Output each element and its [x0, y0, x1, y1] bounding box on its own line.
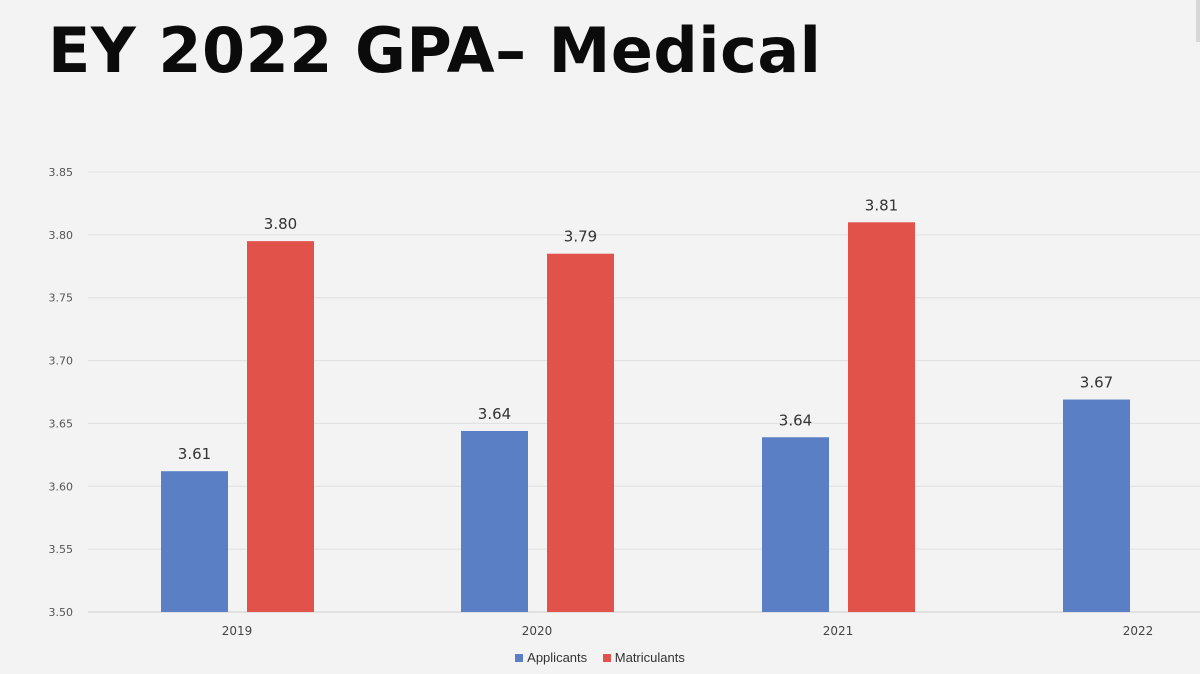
- bar-matriculants-2019: [247, 241, 314, 612]
- data-label: 3.64: [478, 405, 511, 423]
- legend-label-applicants: Applicants: [527, 650, 588, 665]
- data-labels: 3.61 3.64 3.64 3.67 3.80 3.79 3.81: [178, 196, 1113, 463]
- legend-label-matriculants: Matriculants: [614, 650, 685, 665]
- data-label: 3.81: [865, 196, 898, 214]
- page-title: EY 2022 GPA– Medical: [48, 14, 822, 87]
- y-tick-label: 3.75: [49, 292, 74, 305]
- legend-swatch-matriculants: [602, 654, 611, 662]
- y-tick-label: 3.50: [49, 606, 74, 619]
- x-tick-label: 2020: [522, 624, 553, 638]
- x-axis-ticks: 2019 2020 2021 2022: [222, 624, 1154, 638]
- y-tick-label: 3.55: [49, 543, 74, 556]
- bar-matriculants-2021: [848, 222, 915, 613]
- x-tick-label: 2021: [823, 624, 854, 638]
- bar-applicants-2022: [1063, 399, 1130, 612]
- y-axis-ticks: 3.50 3.55 3.60 3.65 3.70 3.75 3.80 3.85: [49, 166, 74, 619]
- y-tick-label: 3.85: [49, 166, 74, 179]
- y-tick-label: 3.70: [49, 355, 74, 368]
- y-tick-label: 3.65: [49, 417, 74, 430]
- data-label: 3.80: [264, 215, 297, 233]
- y-tick-label: 3.60: [49, 480, 74, 493]
- data-label: 3.64: [779, 411, 812, 429]
- y-tick-label: 3.80: [49, 229, 74, 242]
- chart-legend: Applicants Matriculants: [0, 650, 1200, 665]
- x-tick-label: 2019: [222, 624, 253, 638]
- bar-matriculants-2020: [547, 253, 614, 612]
- data-label: 3.67: [1080, 374, 1113, 392]
- bar-applicants-2019: [161, 471, 228, 612]
- window-edge: [1196, 0, 1200, 42]
- data-label: 3.61: [178, 445, 211, 463]
- legend-item-matriculants: Matriculants: [602, 650, 685, 665]
- bar-applicants-2021: [762, 437, 829, 612]
- bar-applicants-2020: [461, 430, 528, 612]
- legend-swatch-applicants: [515, 654, 524, 662]
- bars: [161, 222, 1130, 613]
- x-tick-label: 2022: [1123, 624, 1154, 638]
- data-label: 3.79: [564, 228, 597, 246]
- legend-item-applicants: Applicants: [515, 650, 587, 665]
